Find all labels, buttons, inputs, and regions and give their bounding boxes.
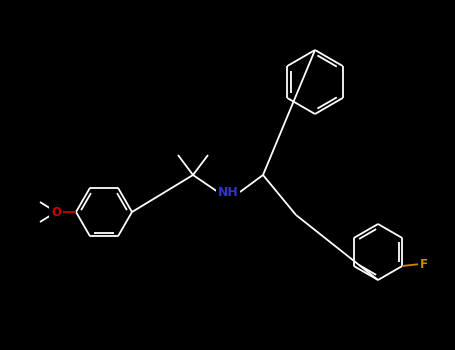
Text: O: O — [51, 205, 61, 218]
Text: F: F — [420, 258, 428, 271]
Text: NH: NH — [217, 186, 238, 198]
